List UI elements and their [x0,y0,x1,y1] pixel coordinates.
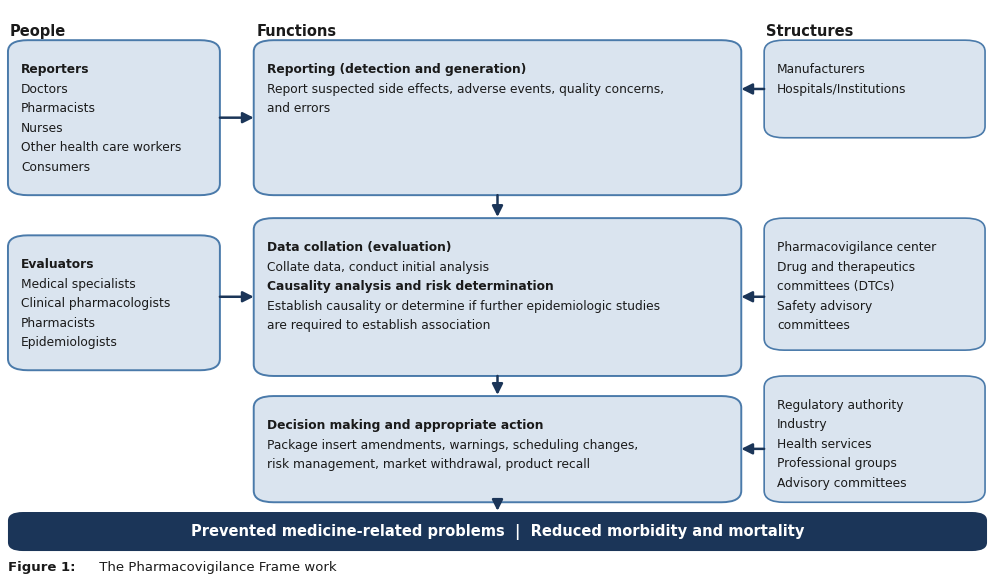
Text: Pharmacists: Pharmacists [21,102,95,115]
Text: Doctors: Doctors [21,83,69,96]
Text: Other health care workers: Other health care workers [21,141,181,154]
Text: are required to establish association: are required to establish association [266,319,489,332]
Text: Reporters: Reporters [21,63,89,76]
Text: Professional groups: Professional groups [776,457,896,471]
FancyBboxPatch shape [763,218,984,350]
Text: Structures: Structures [765,24,853,39]
Text: The Pharmacovigilance Frame work: The Pharmacovigilance Frame work [95,561,336,574]
Text: Functions: Functions [256,24,337,39]
Text: Figure 1:: Figure 1: [8,561,76,574]
Text: Decision making and appropriate action: Decision making and appropriate action [266,419,543,432]
FancyBboxPatch shape [8,40,220,195]
Text: Data collation (evaluation): Data collation (evaluation) [266,241,450,254]
Text: committees (DTCs): committees (DTCs) [776,280,894,293]
FancyBboxPatch shape [253,218,741,376]
Text: Epidemiologists: Epidemiologists [21,336,117,350]
Text: Manufacturers: Manufacturers [776,63,865,76]
Text: Health services: Health services [776,438,871,451]
Text: Causality analysis and risk determination: Causality analysis and risk determinatio… [266,280,553,293]
Text: and errors: and errors [266,102,330,115]
Text: risk management, market withdrawal, product recall: risk management, market withdrawal, prod… [266,458,589,471]
FancyBboxPatch shape [8,235,220,370]
Text: Pharmacovigilance center: Pharmacovigilance center [776,241,935,254]
Text: Pharmacists: Pharmacists [21,317,95,330]
Text: Nurses: Nurses [21,122,64,135]
Text: Hospitals/Institutions: Hospitals/Institutions [776,83,906,96]
Text: Drug and therapeutics: Drug and therapeutics [776,261,914,274]
Text: Consumers: Consumers [21,161,89,174]
Text: Evaluators: Evaluators [21,258,94,272]
FancyBboxPatch shape [253,396,741,502]
Text: Prevented medicine-related problems  |  Reduced morbidity and mortality: Prevented medicine-related problems | Re… [191,523,803,540]
FancyBboxPatch shape [8,512,986,551]
Text: Report suspected side effects, adverse events, quality concerns,: Report suspected side effects, adverse e… [266,83,663,96]
Text: Safety advisory: Safety advisory [776,300,872,313]
Text: Reporting (detection and generation): Reporting (detection and generation) [266,63,526,76]
FancyBboxPatch shape [763,376,984,502]
Text: Industry: Industry [776,418,827,432]
Text: Establish causality or determine if further epidemiologic studies: Establish causality or determine if furt… [266,300,659,313]
Text: Advisory committees: Advisory committees [776,477,906,490]
Text: Package insert amendments, warnings, scheduling changes,: Package insert amendments, warnings, sch… [266,439,637,452]
FancyBboxPatch shape [253,40,741,195]
Text: Clinical pharmacologists: Clinical pharmacologists [21,297,170,311]
FancyBboxPatch shape [763,40,984,138]
Text: Collate data, conduct initial analysis: Collate data, conduct initial analysis [266,261,488,274]
Text: Medical specialists: Medical specialists [21,278,135,291]
Text: People: People [10,24,67,39]
Text: committees: committees [776,319,849,332]
Text: Regulatory authority: Regulatory authority [776,399,903,412]
